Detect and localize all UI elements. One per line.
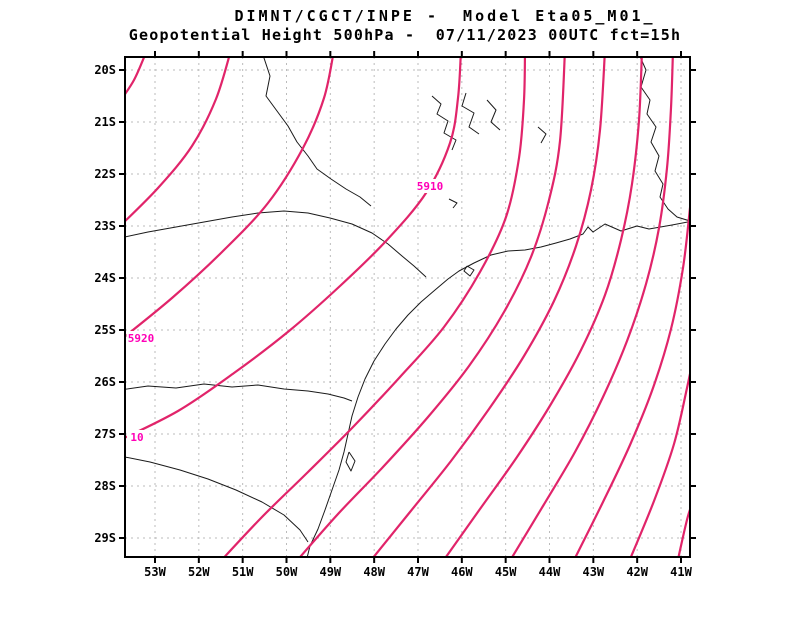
lat-label: 25S — [94, 323, 116, 337]
lon-label: 42W — [626, 565, 648, 579]
contour-line — [574, 207, 689, 556]
lon-label: 43W — [582, 565, 604, 579]
lon-label: 51W — [232, 565, 254, 579]
lat-label: 22S — [94, 167, 116, 181]
lat-label: 23S — [94, 219, 116, 233]
coastline-segment — [126, 383, 353, 402]
contour-line — [126, 58, 462, 439]
lon-label: 52W — [188, 565, 210, 579]
coastline-segment — [486, 99, 501, 131]
lon-label: 53W — [144, 565, 166, 579]
tick-marks — [119, 51, 696, 563]
lat-label: 26S — [94, 375, 116, 389]
lon-label: 50W — [276, 565, 298, 579]
contour-label-bg — [126, 331, 161, 345]
contour-line — [126, 58, 230, 222]
lon-label: 46W — [451, 565, 473, 579]
contour-line — [630, 373, 689, 556]
contour-line — [223, 58, 527, 556]
contour-line — [126, 58, 145, 95]
contour-lines — [126, 58, 689, 556]
contour-line — [299, 58, 566, 556]
coastline-segment — [126, 210, 427, 278]
lon-label: 44W — [539, 565, 561, 579]
lon-label: 41W — [670, 565, 692, 579]
coastline-segment — [463, 265, 475, 277]
contour-line — [373, 58, 606, 556]
grid-lines — [125, 57, 690, 557]
lon-label: 47W — [407, 565, 429, 579]
contour-label-text: 5910 — [417, 180, 444, 193]
contour-line — [677, 509, 689, 556]
lat-label: 21S — [94, 115, 116, 129]
lon-label: 49W — [319, 565, 341, 579]
contour-line — [445, 58, 643, 556]
lat-label: 20S — [94, 63, 116, 77]
coastline-segment — [431, 95, 457, 151]
lat-label: 24S — [94, 271, 116, 285]
coastline-segment — [263, 58, 372, 207]
lat-label: 28S — [94, 479, 116, 493]
contour-label-text: 10 — [130, 431, 143, 444]
lat-label: 27S — [94, 427, 116, 441]
coastline-segment — [306, 221, 689, 556]
lat-label: 29S — [94, 531, 116, 545]
chart-title-line1: DIMNT/CGCT/INPE - Model Eta05_M01_ — [234, 7, 656, 25]
coastline-segment — [448, 198, 458, 209]
coastline-segment — [537, 126, 547, 144]
coastline-segment — [640, 58, 689, 222]
contour-label-bg — [413, 179, 447, 193]
plot-frame — [124, 56, 691, 558]
chart-title-line2: Geopotential Height 500hPa - 07/11/2023 … — [128, 26, 682, 44]
coastline-segment — [126, 456, 309, 543]
contour-line — [126, 58, 334, 337]
lon-label: 48W — [363, 565, 385, 579]
contour-label-text: 5920 — [128, 332, 155, 345]
axis-labels: 53W 52W 51W 50W 49W 48W 47W 46W 45W 44W 43W 42W 41W 2… — [94, 63, 692, 579]
coastline-segment — [345, 451, 356, 472]
coastline-segment — [461, 92, 480, 135]
lon-label: 45W — [495, 565, 517, 579]
contour-line — [511, 58, 674, 556]
contour-labels: 5920 10 5910 — [126, 179, 447, 444]
contour-label-bg — [127, 430, 147, 444]
